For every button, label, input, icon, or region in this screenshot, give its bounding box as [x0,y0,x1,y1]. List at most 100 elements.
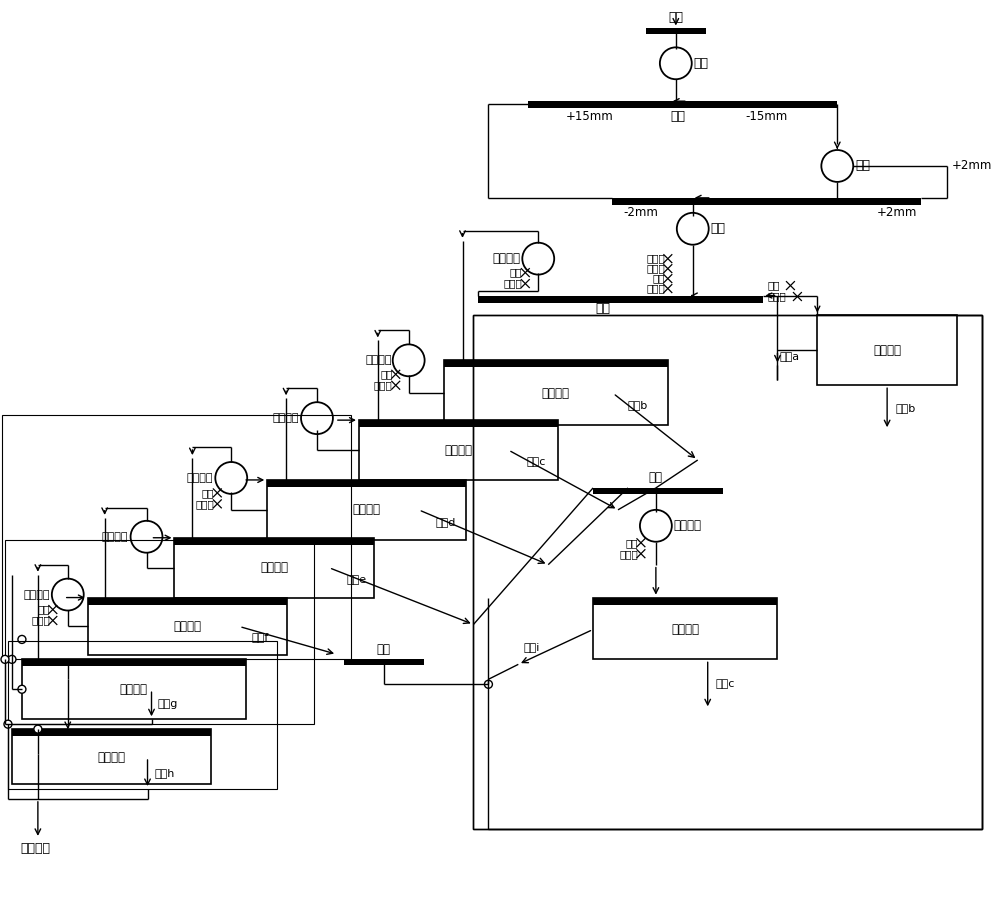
Bar [444,361,668,367]
Circle shape [660,47,692,79]
Bar [593,597,777,605]
Text: 煤油: 煤油 [510,267,522,278]
Text: 粗选: 粗选 [596,302,611,315]
Bar [22,659,246,719]
Circle shape [301,402,333,434]
Text: 五次精选: 五次精选 [173,620,201,633]
Bar [473,315,982,829]
Text: 二次扫选: 二次扫选 [672,623,700,636]
Text: 原矿: 原矿 [670,110,685,123]
Text: -2mm: -2mm [623,207,658,219]
Circle shape [821,150,853,182]
Text: 中矿d: 中矿d [436,517,456,526]
Text: 浓缩: 浓缩 [377,643,391,656]
Text: 二次精选: 二次精选 [445,443,473,456]
Text: 四次擦洗: 四次擦洗 [101,532,128,542]
Text: 中矿a: 中矿a [779,352,800,362]
Bar [12,729,211,736]
Bar [12,729,211,784]
Circle shape [34,725,42,733]
Text: 尾矿c: 尾矿c [716,680,735,690]
Bar [593,597,777,659]
Circle shape [8,656,16,663]
Bar [2,415,351,659]
Text: 二次再磨: 二次再磨 [674,519,702,532]
Bar [359,420,558,427]
Bar [359,420,558,480]
Text: 中矿i: 中矿i [523,643,540,653]
Text: 四次精选: 四次精选 [260,561,288,574]
Text: 浓缩: 浓缩 [649,471,663,484]
Text: 六次精选: 六次精选 [120,683,148,696]
Text: 最终精矿: 最终精矿 [20,842,50,856]
Text: 仲辛醇: 仲辛醇 [646,284,665,293]
Circle shape [18,635,26,644]
Circle shape [4,720,12,728]
Text: 细碎: 细碎 [855,160,870,172]
Text: 煤油: 煤油 [768,280,780,290]
Bar [344,659,424,666]
Bar [473,315,982,829]
Bar [88,597,287,656]
Circle shape [1,656,9,663]
Text: 煤油: 煤油 [380,370,393,379]
Text: 一次扫选: 一次扫选 [873,344,901,357]
Circle shape [640,510,672,542]
Text: +2mm: +2mm [952,160,992,172]
Text: 煤油: 煤油 [37,605,50,615]
Text: 粗磨: 粗磨 [711,222,726,235]
Text: 仲辛醇: 仲辛醇 [768,291,786,301]
Bar [612,198,921,205]
Bar [8,642,277,789]
Text: 原矿: 原矿 [668,11,683,24]
Bar [5,539,314,724]
Bar [174,538,374,597]
Bar [478,296,763,302]
Text: 煤油: 煤油 [652,274,665,284]
Text: 中矿f: 中矿f [251,632,268,643]
Text: 煤油: 煤油 [625,538,638,548]
Bar [444,361,668,425]
Text: 仲辛醇: 仲辛醇 [619,549,638,559]
Text: 五次擦洗: 五次擦洗 [23,589,50,599]
Circle shape [484,680,492,688]
Circle shape [18,685,26,693]
Text: 二次擦洗: 二次擦洗 [273,413,299,423]
Text: 中矿e: 中矿e [347,574,367,585]
Text: 粗碎: 粗碎 [694,57,709,70]
Bar [646,29,706,34]
Text: 仲辛醇: 仲辛醇 [196,499,214,509]
Bar [174,538,374,545]
Bar [817,315,957,385]
Bar [88,597,287,605]
Bar [22,659,246,667]
Bar [267,480,466,539]
Bar [267,480,466,487]
Text: 生石灰: 生石灰 [646,254,665,264]
Text: +2mm: +2mm [877,207,917,219]
Text: 中矿g: 中矿g [157,699,178,709]
Text: 水玻璃: 水玻璃 [646,264,665,274]
Text: +15mm: +15mm [566,110,614,123]
Circle shape [677,213,709,244]
Text: 中矿h: 中矿h [155,768,175,778]
Circle shape [215,462,247,494]
Text: 一次擦洗: 一次擦洗 [365,355,392,365]
Text: 中矿b: 中矿b [628,400,648,410]
Text: 煤油: 煤油 [202,488,214,498]
Text: 三次擦洗: 三次擦洗 [187,473,213,483]
Circle shape [522,242,554,275]
Text: -15mm: -15mm [745,110,787,123]
Circle shape [52,579,84,610]
Text: 三次精选: 三次精选 [353,503,381,516]
Text: 一次精选: 一次精选 [541,386,569,400]
Text: 仲辛醇: 仲辛醇 [374,380,393,390]
Text: 一次再磨: 一次再磨 [492,252,520,266]
Text: 尾矿b: 尾矿b [895,403,915,413]
Bar [528,101,837,108]
Circle shape [393,345,425,376]
Text: 中矿c: 中矿c [526,457,546,467]
Bar [593,488,723,494]
Text: 七次精选: 七次精选 [98,751,126,763]
Circle shape [131,521,162,552]
